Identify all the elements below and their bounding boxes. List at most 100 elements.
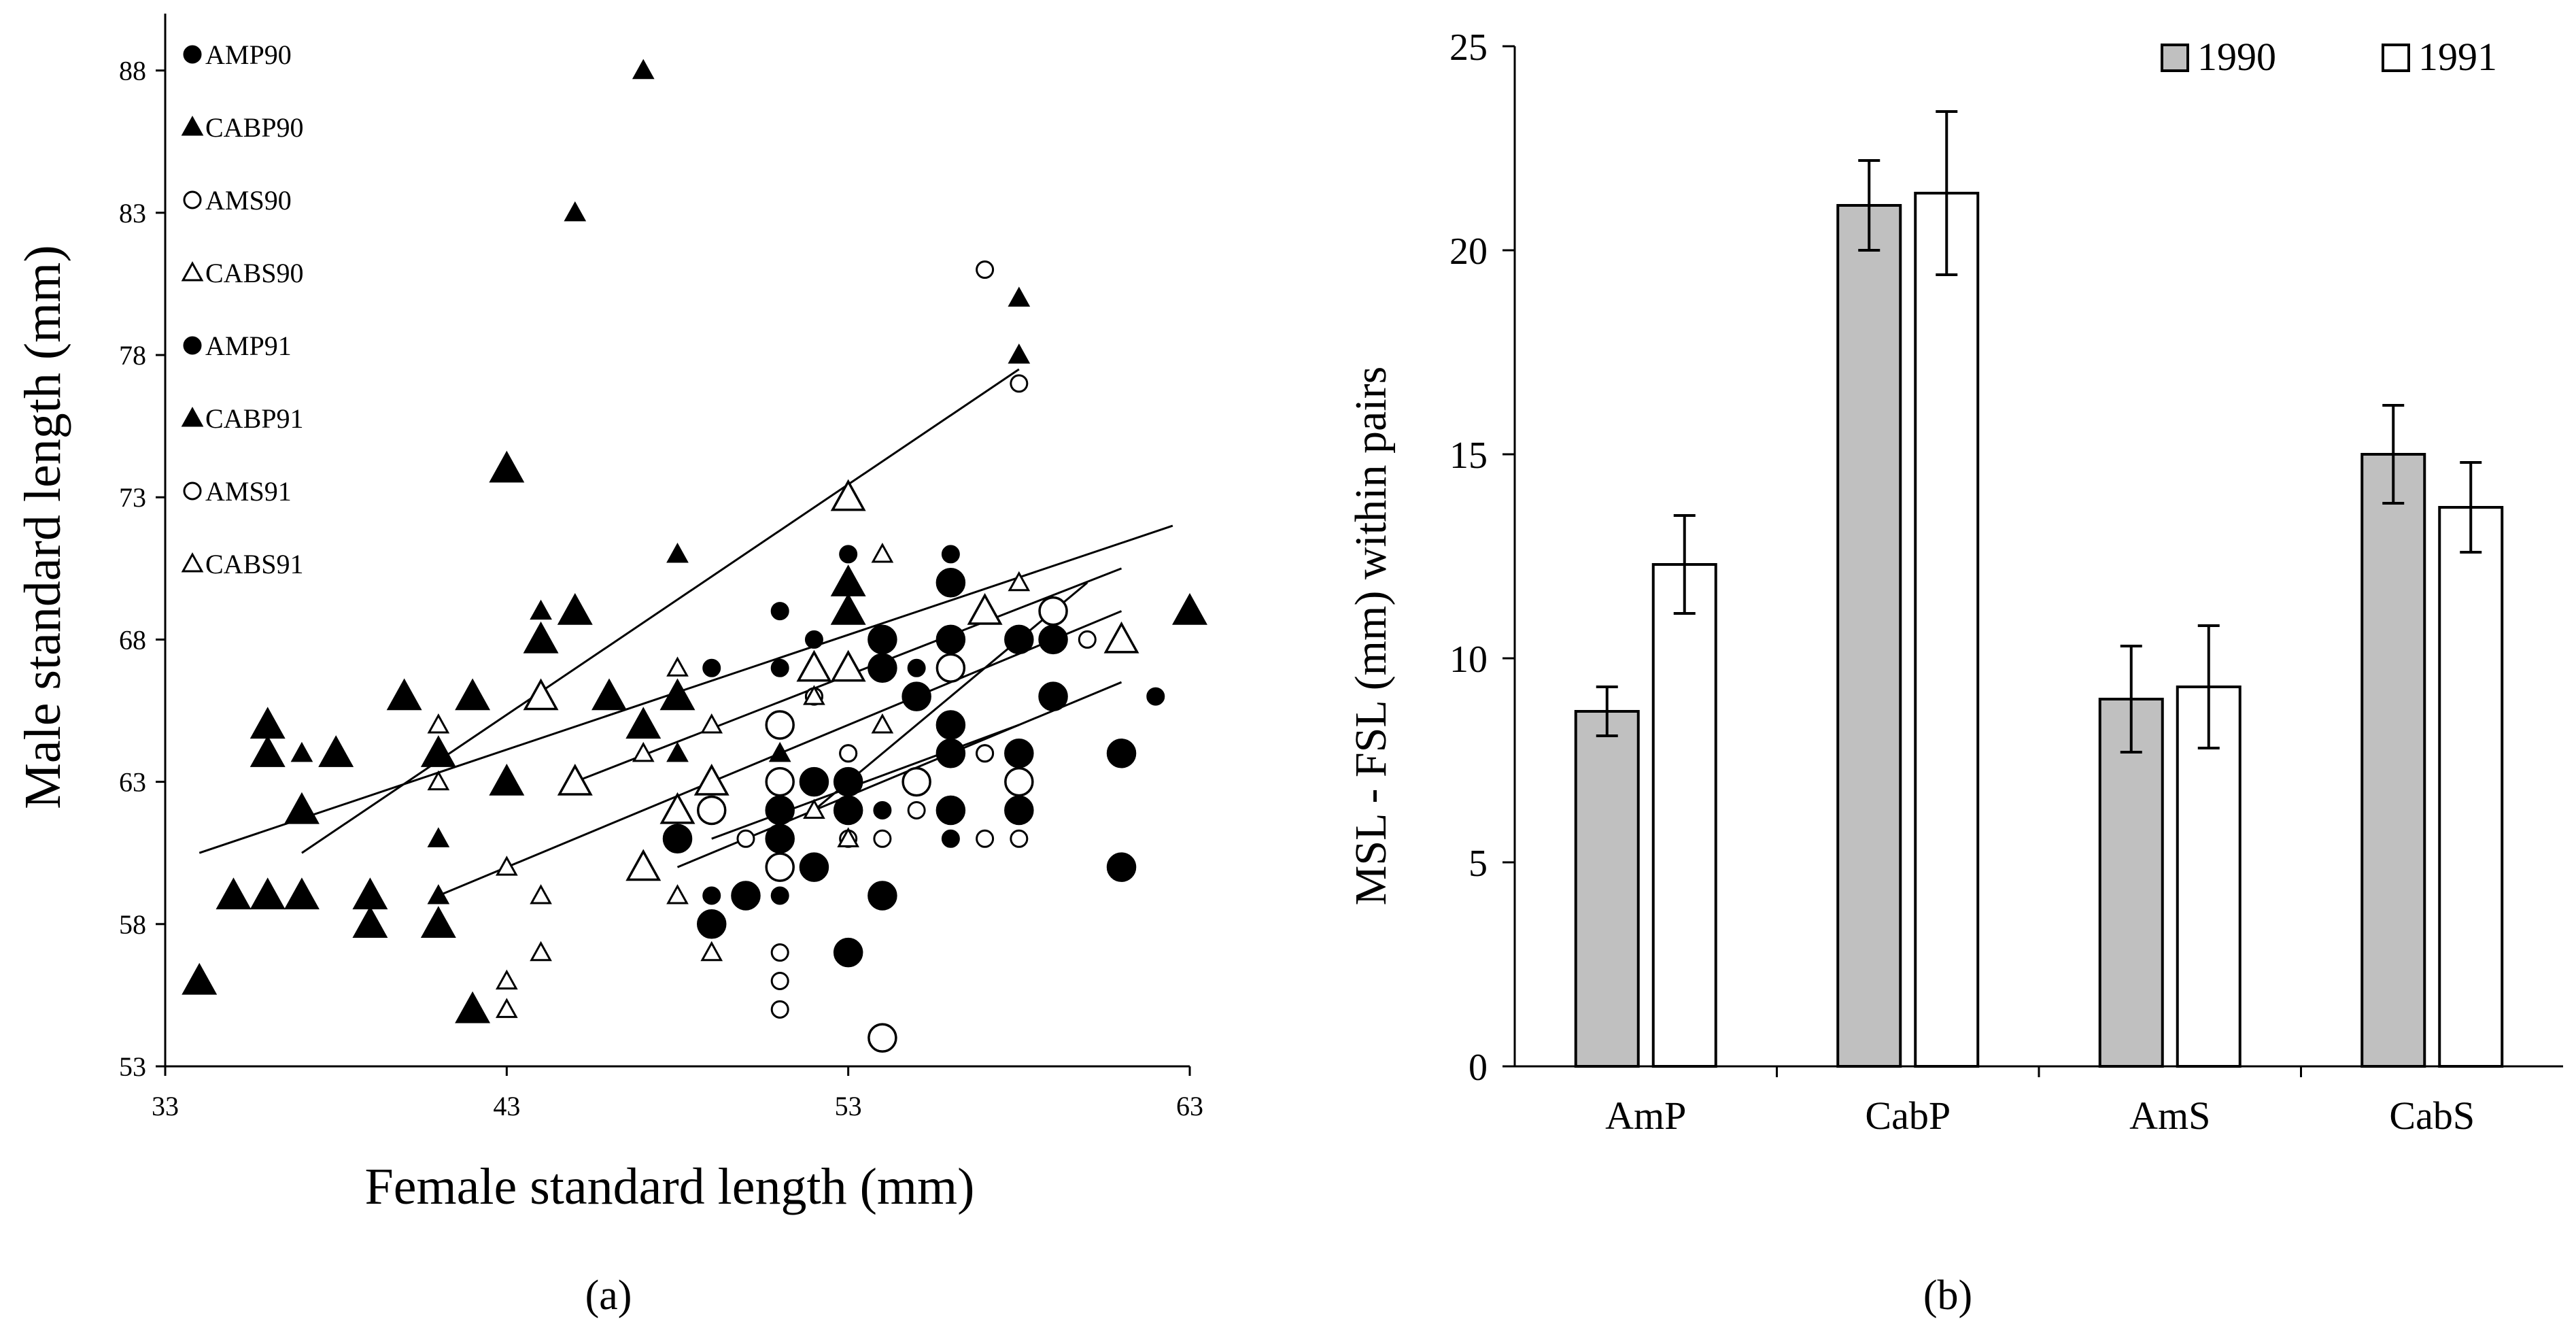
data-point	[873, 800, 892, 819]
data-point	[765, 766, 795, 797]
data-point	[182, 962, 218, 995]
bar-ams-1991	[2176, 686, 2242, 1068]
data-point	[1106, 739, 1137, 768]
data-point	[941, 829, 960, 848]
data-point	[873, 829, 892, 848]
data-point	[250, 877, 286, 910]
data-point	[495, 856, 518, 876]
x-tick-label: 63	[1176, 1091, 1203, 1121]
data-point	[523, 621, 559, 654]
data-point	[901, 766, 931, 797]
data-point	[290, 741, 313, 762]
data-point	[1078, 630, 1097, 649]
data-point	[1008, 343, 1031, 364]
data-point	[868, 1023, 897, 1053]
data-point	[868, 881, 897, 911]
data-point	[427, 884, 450, 904]
data-point	[799, 766, 829, 797]
data-point	[696, 795, 727, 826]
data-point	[318, 735, 354, 767]
data-point	[935, 739, 966, 768]
data-point	[803, 685, 825, 705]
data-point	[702, 658, 721, 677]
y-tick-label: 5	[1469, 843, 1488, 885]
data-point	[530, 884, 552, 904]
data-point	[1038, 681, 1068, 711]
data-point	[666, 543, 689, 563]
data-point	[489, 764, 525, 796]
bar-panel: 0 5 10 15 20 25 AmP CabP AmS CabS 1990 1991 MSL -…	[1346, 27, 2563, 1319]
data-point	[662, 824, 693, 854]
series-amp91	[662, 568, 1137, 968]
legend-marker-ams90	[183, 190, 202, 209]
data-point	[530, 599, 552, 620]
data-point	[1004, 795, 1034, 826]
data-point	[871, 543, 894, 563]
panel-label-b: (b)	[1923, 1272, 1972, 1319]
x-tick-label: 33	[152, 1091, 179, 1121]
data-point	[967, 592, 1003, 625]
x-category-label: CabP	[1865, 1094, 1951, 1138]
data-point	[564, 201, 587, 222]
legend-label: CABS91	[205, 549, 304, 579]
regression-line	[301, 368, 1020, 854]
data-point	[837, 827, 860, 847]
data-point	[833, 766, 863, 797]
data-point	[770, 1000, 789, 1019]
bar-amp-1991	[1651, 563, 1717, 1068]
data-point	[935, 568, 966, 598]
x-category-label: CabS	[2389, 1094, 2475, 1138]
legend-label: AMP91	[205, 331, 292, 361]
x-tick-label: 53	[835, 1091, 862, 1121]
data-point	[427, 827, 450, 847]
data-point	[1008, 286, 1031, 307]
regression-line	[813, 581, 1088, 811]
data-point	[702, 886, 721, 905]
bar-ams-1990	[2098, 698, 2164, 1068]
data-point	[833, 937, 863, 968]
legend-label: CABP91	[205, 403, 304, 434]
data-point	[1172, 592, 1207, 625]
data-point	[455, 991, 491, 1023]
data-point	[659, 678, 695, 711]
bar-cabp-1990	[1836, 204, 1902, 1068]
data-point	[666, 884, 689, 904]
data-point	[770, 658, 789, 677]
data-point	[700, 713, 723, 734]
legend-label: 1990	[2197, 35, 2276, 79]
legend-label: AMP90	[205, 39, 292, 70]
x-axis-categories: AmP CabP AmS CabS	[1605, 1066, 2475, 1138]
data-point	[625, 707, 662, 739]
data-point	[666, 656, 689, 677]
y-axis-ticks: 0 5 10 15 20 25	[1449, 27, 1515, 1089]
x-tick-label: 43	[493, 1091, 520, 1121]
data-point	[941, 545, 960, 564]
data-point	[1004, 766, 1034, 797]
data-point	[557, 592, 593, 625]
y-axis-label: MSL - FSL (mm) within pairs	[1346, 367, 1396, 906]
data-point	[666, 741, 689, 762]
series-cabp91	[182, 450, 1207, 1023]
legend-marker-amp91	[183, 336, 202, 355]
legend-marker-cabp90	[181, 116, 204, 136]
data-point	[1146, 687, 1165, 706]
data-point	[770, 943, 789, 962]
y-tick-label: 20	[1449, 231, 1488, 273]
data-point	[530, 941, 552, 962]
data-point	[765, 824, 795, 854]
data-point	[216, 877, 252, 910]
data-point	[765, 852, 795, 882]
y-tick-label: 63	[119, 767, 146, 798]
data-point	[1038, 624, 1068, 655]
data-point	[907, 800, 926, 819]
legend-marker-cabs91	[181, 552, 204, 573]
data-point	[1106, 852, 1137, 882]
y-tick-label: 10	[1449, 639, 1488, 681]
x-category-label: AmP	[1605, 1094, 1686, 1138]
y-tick-label: 78	[119, 340, 146, 371]
data-point	[420, 906, 456, 938]
data-point	[625, 849, 662, 881]
series-cabs91	[523, 479, 1139, 881]
data-point	[935, 653, 966, 683]
bar-amp-1990	[1574, 710, 1640, 1068]
